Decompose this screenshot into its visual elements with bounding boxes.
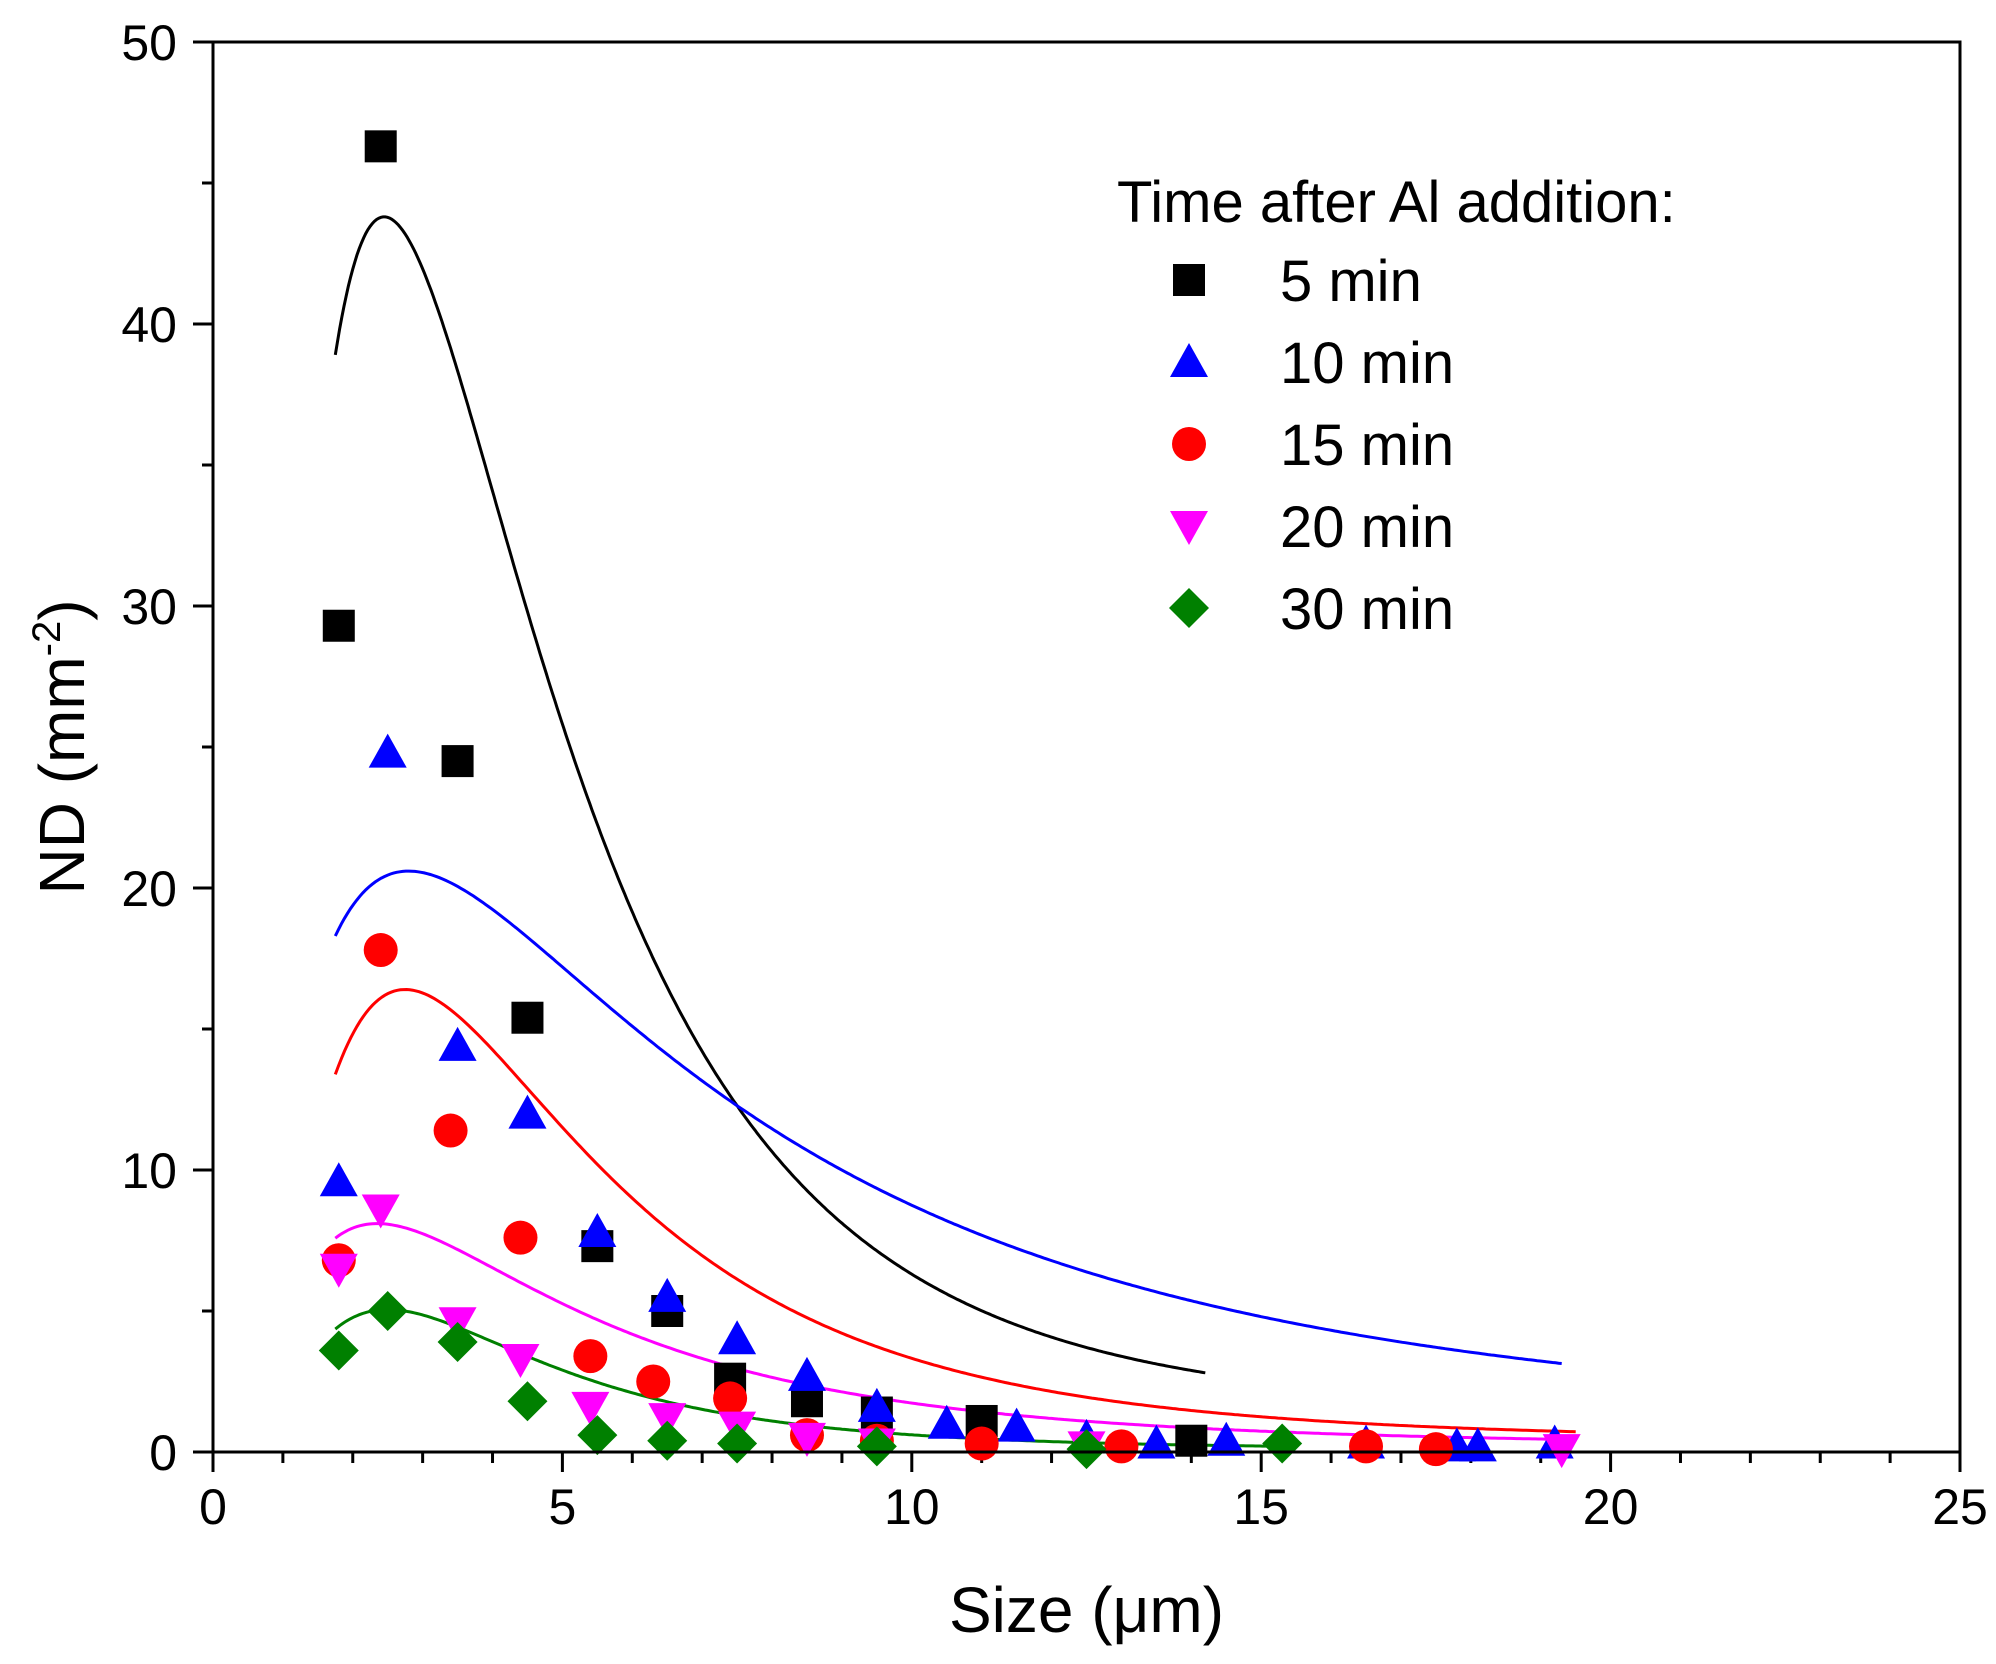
data-point-10-min xyxy=(927,1404,966,1439)
data-point-20-min xyxy=(361,1194,400,1229)
legend-title: Time after Al addition: xyxy=(1117,170,1676,235)
x-tick-label: 10 xyxy=(884,1479,940,1535)
data-point-20-min xyxy=(319,1253,358,1288)
data-point-20-min xyxy=(571,1391,610,1426)
fit-curve-15-min xyxy=(333,987,1576,1434)
data-point-30-min xyxy=(437,1322,478,1363)
data-point-10-min xyxy=(438,1026,477,1061)
data-point-15-min xyxy=(713,1381,748,1416)
x-tick-label: 15 xyxy=(1233,1479,1289,1535)
legend-label: 20 min xyxy=(1280,495,1454,560)
data-point-15-min xyxy=(433,1113,468,1148)
legend-marker-5-min xyxy=(1173,264,1205,296)
x-tick-label: 5 xyxy=(548,1479,576,1535)
legend-marker-30-min xyxy=(1169,588,1209,628)
legend-label: 30 min xyxy=(1280,577,1454,642)
x-axis-title: Size (μm) xyxy=(949,1574,1224,1646)
data-point-15-min xyxy=(503,1220,538,1255)
y-axis-title: ND (mm-2) xyxy=(25,599,98,894)
data-point-5-min xyxy=(364,130,397,163)
tick-labels: 0 5 10 15 20 25 0 10 20 30 40 50 xyxy=(121,15,1987,1535)
fit-curve-10-min xyxy=(333,869,1562,1365)
data-point-15-min xyxy=(636,1364,671,1399)
data-point-10-min xyxy=(718,1320,757,1355)
y-axis-title-sup: -2 xyxy=(25,621,69,657)
y-tick-label: 30 xyxy=(121,579,177,635)
data-point-30-min xyxy=(318,1330,359,1371)
fit-curve-5-min xyxy=(333,215,1206,1375)
y-tick-label: 20 xyxy=(121,861,177,917)
data-point-10-min xyxy=(648,1277,687,1312)
data-points xyxy=(318,130,1581,1470)
data-point-30-min xyxy=(577,1415,618,1456)
x-tick-label: 25 xyxy=(1932,1479,1988,1535)
data-point-15-min xyxy=(1104,1429,1139,1464)
legend-marker-15-min xyxy=(1172,427,1206,461)
plot-frame xyxy=(211,40,1962,1454)
data-point-30-min xyxy=(507,1381,548,1422)
data-point-20-min xyxy=(648,1403,687,1438)
data-point-15-min xyxy=(573,1339,608,1374)
data-point-10-min xyxy=(368,733,407,768)
data-point-15-min xyxy=(363,933,398,968)
legend-items: 5 min 10 min 15 min 20 min 30 min xyxy=(1169,249,1454,642)
y-tick-label: 10 xyxy=(121,1143,177,1199)
legend-marker-10-min xyxy=(1170,343,1208,377)
data-point-10-min xyxy=(787,1356,826,1391)
x-tick-label: 0 xyxy=(199,1479,227,1535)
legend-label: 15 min xyxy=(1280,413,1454,478)
data-point-10-min xyxy=(1137,1424,1176,1459)
data-point-10-min xyxy=(319,1162,358,1197)
data-point-30-min xyxy=(647,1420,688,1461)
data-point-10-min xyxy=(997,1407,1036,1442)
data-point-30-min xyxy=(1262,1423,1303,1464)
data-point-10-min xyxy=(1207,1421,1246,1456)
data-point-30-min xyxy=(856,1426,897,1467)
data-point-10-min xyxy=(857,1387,896,1422)
legend: Time after Al addition: 5 min 10 min 15 mi… xyxy=(1117,170,1676,642)
data-point-20-min xyxy=(787,1422,826,1457)
data-point-10-min xyxy=(578,1213,617,1248)
y-tick-label: 40 xyxy=(121,297,177,353)
data-point-10-min xyxy=(508,1094,547,1129)
fit-curves xyxy=(333,215,1576,1448)
data-point-30-min xyxy=(717,1423,758,1464)
legend-marker-20-min xyxy=(1170,511,1208,545)
y-tick-label: 50 xyxy=(121,15,177,71)
data-point-5-min xyxy=(322,609,355,642)
data-point-20-min xyxy=(501,1343,540,1378)
data-point-15-min xyxy=(1418,1432,1453,1467)
y-axis-title-main: ND (mm xyxy=(26,656,98,894)
data-point-5-min xyxy=(441,745,474,778)
data-point-30-min xyxy=(367,1291,408,1331)
data-point-15-min xyxy=(964,1426,999,1461)
y-tick-label: 0 xyxy=(149,1425,177,1481)
x-tick-label: 20 xyxy=(1583,1479,1639,1535)
data-point-15-min xyxy=(1349,1429,1384,1464)
legend-label: 10 min xyxy=(1280,331,1454,396)
y-axis-title-tail: ) xyxy=(26,599,98,620)
legend-label: 5 min xyxy=(1280,249,1422,314)
data-point-5-min xyxy=(511,1001,544,1034)
data-point-30-min xyxy=(1066,1429,1107,1470)
